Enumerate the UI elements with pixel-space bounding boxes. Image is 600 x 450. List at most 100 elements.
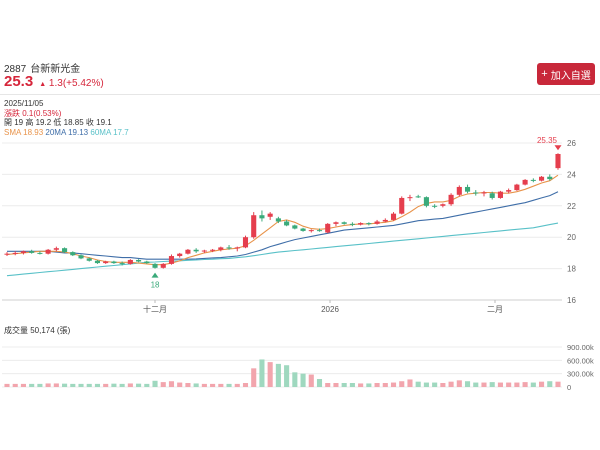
- candle: [226, 245, 232, 250]
- volume-bar: [341, 383, 347, 387]
- volume-bar: [489, 382, 495, 387]
- info-sma20-label: 20MA: [45, 127, 66, 137]
- candle: [4, 252, 10, 257]
- candle-body: [12, 252, 18, 254]
- candle-body: [218, 247, 224, 250]
- candle: [193, 248, 199, 253]
- candle-body: [177, 253, 183, 257]
- volume-bar: [464, 381, 471, 387]
- candle-body: [456, 186, 462, 195]
- volume-bar: [481, 382, 487, 387]
- candle-body: [530, 179, 536, 181]
- candle-body: [407, 197, 413, 199]
- candle-body: [506, 190, 512, 192]
- candle: [53, 246, 59, 252]
- candle: [415, 194, 421, 198]
- low-annotation-label: 18: [151, 281, 160, 290]
- candle: [316, 228, 323, 232]
- volume-bar: [366, 383, 372, 387]
- up-arrow-icon: ▲: [39, 81, 47, 88]
- info-low-label: 低: [53, 118, 62, 128]
- volume-bar: [136, 383, 142, 387]
- candle-body: [37, 252, 43, 254]
- ohlc-info: 2025/11/05 漲跌 0.1(0.53%) 開 19 高 19.2 低 1…: [4, 99, 129, 137]
- candle-body: [29, 251, 35, 253]
- volume-bar: [185, 383, 191, 387]
- price-row: 25.3 ▲ 1.3(+5.42%): [4, 73, 104, 91]
- candle: [325, 223, 331, 234]
- volume-bar: [423, 382, 429, 387]
- candle: [144, 260, 150, 264]
- volume-bar: [152, 380, 158, 387]
- candle: [20, 250, 26, 255]
- volume-bar: [62, 383, 68, 387]
- candle-body: [382, 219, 388, 222]
- candle: [275, 216, 281, 224]
- candle-body: [70, 252, 76, 256]
- volume-bar: [218, 383, 224, 387]
- header-divider: [0, 94, 600, 95]
- add-to-watchlist-label: 加入自選: [550, 70, 591, 82]
- candle-body: [464, 186, 471, 192]
- volume-bar: [251, 368, 257, 387]
- volume-bar: [456, 380, 462, 387]
- candle-body: [86, 258, 92, 261]
- add-to-watchlist-button[interactable]: + 加入自選: [537, 63, 595, 85]
- price-y-tick-label: 16: [567, 296, 576, 305]
- price-change: ▲ 1.3(+5.42%): [39, 78, 103, 89]
- volume-bar: [473, 382, 479, 387]
- candle: [201, 249, 207, 253]
- volume-bar: [333, 383, 339, 387]
- volume-bar: [70, 383, 76, 387]
- sma20-line: [7, 191, 559, 260]
- candle: [111, 260, 117, 264]
- volume-bar: [530, 382, 536, 387]
- candle: [456, 185, 462, 197]
- high-annotation-label: 25.35: [537, 136, 558, 145]
- volume-bar: [399, 381, 405, 387]
- info-low: 18.85: [63, 118, 84, 128]
- candle: [432, 204, 438, 209]
- candle-body: [4, 253, 10, 255]
- candle-body: [514, 184, 520, 191]
- candle: [210, 248, 216, 253]
- candle-body: [547, 176, 553, 180]
- candle: [473, 190, 479, 196]
- candle: [185, 248, 191, 255]
- candle-body: [390, 213, 397, 220]
- candle: [152, 263, 158, 269]
- candle: [530, 178, 536, 183]
- candle: [136, 259, 142, 263]
- volume-bar: [267, 362, 273, 387]
- volume-bar: [514, 382, 520, 387]
- candle: [242, 235, 249, 249]
- low-marker-icon: [151, 272, 159, 278]
- volume-bar: [259, 359, 265, 387]
- volume-bar: [234, 383, 240, 387]
- info-sma60: 17.7: [113, 127, 129, 137]
- candle-body: [45, 249, 51, 254]
- volume-bar: [358, 383, 364, 387]
- volume-bar: [94, 383, 101, 387]
- price-y-tick-label: 18: [567, 265, 576, 274]
- volume-y-tick-label: 0: [567, 383, 571, 392]
- candle: [522, 179, 528, 186]
- candle-body: [284, 221, 290, 226]
- candle: [300, 227, 306, 232]
- volume-bar: [390, 382, 397, 387]
- candle: [160, 263, 166, 269]
- volume-label-row: 成交量 50,174 (張): [4, 325, 70, 336]
- info-open: 19: [14, 118, 24, 128]
- candle: [45, 248, 51, 255]
- volume-bar: [119, 383, 125, 387]
- stock-code: 2887: [4, 64, 27, 75]
- volume-bar: [316, 379, 323, 387]
- volume-bar: [127, 383, 133, 387]
- volume-bar: [522, 382, 528, 387]
- candle-body: [259, 215, 265, 219]
- candle: [382, 218, 388, 223]
- volume-bar: [210, 383, 216, 387]
- candle-body: [251, 215, 257, 238]
- volume-bar: [193, 383, 199, 387]
